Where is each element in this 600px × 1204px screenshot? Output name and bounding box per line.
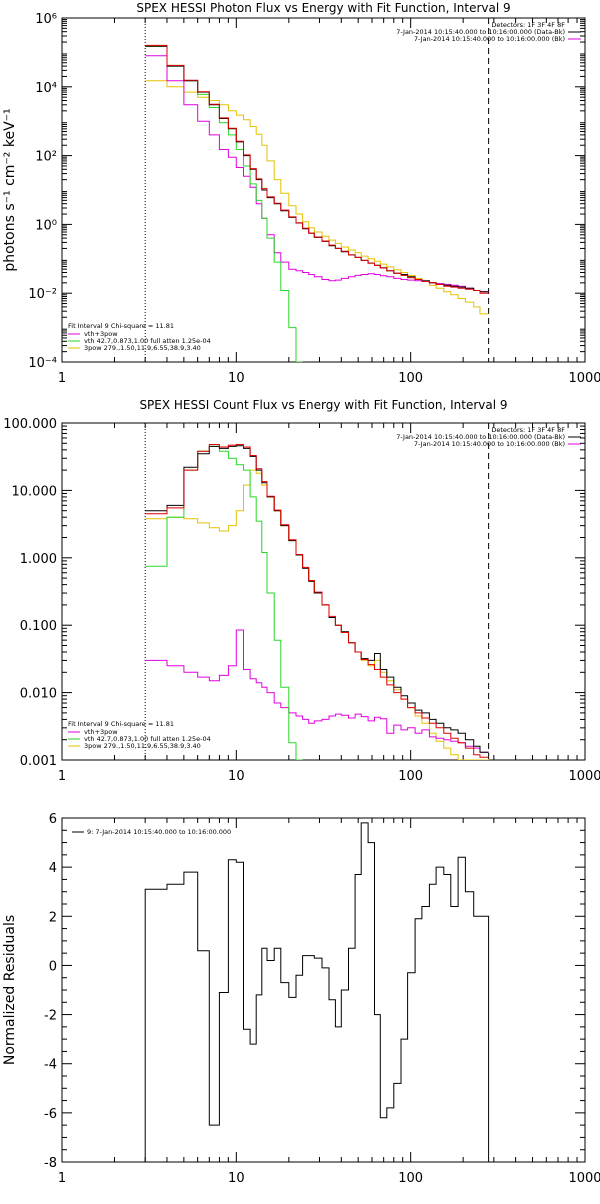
legend-fit-header: Fit Interval 9 Chi-square = 11.81 bbox=[68, 322, 174, 330]
y-tick-label: 0.001 bbox=[20, 754, 57, 769]
x-tick-label: 1000 bbox=[568, 769, 600, 784]
x-tick-label: 100 bbox=[398, 371, 423, 386]
x-tick-label: 100 bbox=[398, 769, 423, 784]
y-axis-label: photons s⁻¹ cm⁻² keV⁻¹ bbox=[2, 108, 18, 271]
y-tick-label: 10⁻² bbox=[28, 287, 57, 302]
series-yellow bbox=[145, 469, 489, 760]
x-tick-label: 1000 bbox=[568, 371, 600, 386]
plot-frame bbox=[61, 817, 586, 1163]
y-tick-label: 1.000 bbox=[20, 552, 57, 567]
series-magenta bbox=[145, 55, 489, 293]
x-tick-label: 100 bbox=[398, 1171, 423, 1186]
x-tick-label: 1 bbox=[58, 1171, 66, 1186]
x-tick-label: 10 bbox=[228, 371, 245, 386]
y-tick-label: 6 bbox=[49, 812, 57, 827]
legend-fit-entry: vth+3pow bbox=[84, 330, 118, 338]
legend-fit-header: Fit Interval 9 Chi-square = 11.81 bbox=[68, 720, 174, 728]
y-tick-label: 0 bbox=[49, 959, 57, 974]
y-tick-label: 4 bbox=[49, 861, 57, 876]
y-tick-label: 10² bbox=[35, 150, 57, 165]
y-tick-label: -8 bbox=[44, 1156, 57, 1171]
legend-fit-entry: vth 42.7,0.873,1.00 full atten 1.25e-04 bbox=[84, 735, 211, 743]
y-tick-label: -2 bbox=[44, 1009, 57, 1024]
legend-top-right-text: Detectors: 1F 3F 4F 8F bbox=[491, 21, 565, 29]
legend-top-right-text: 7-Jan-2014 10:15:40.000 to 10:16:00.000 … bbox=[396, 433, 565, 441]
series-red bbox=[145, 444, 489, 758]
x-tick-label: 1 bbox=[58, 769, 66, 784]
y-tick-label: 0.100 bbox=[20, 619, 57, 634]
x-tick-label: 10 bbox=[228, 1171, 245, 1186]
legend-top-right-text: Detectors: 1F 3F 4F 8F bbox=[491, 426, 565, 434]
legend-fit-entry: 3pow 279.,1.50,11.9,6.55,38.9,3.40 bbox=[84, 344, 201, 352]
series-magenta bbox=[145, 629, 489, 753]
plot-frame bbox=[61, 17, 586, 363]
y-tick-label: 10.000 bbox=[12, 484, 58, 499]
series-black bbox=[145, 445, 489, 753]
chart-title: SPEX HESSI Count Flux vs Energy with Fit… bbox=[139, 398, 507, 412]
chart-panel-2: SPEX HESSI Count Flux vs Energy with Fit… bbox=[3, 398, 600, 784]
y-tick-label: 100.000 bbox=[3, 417, 57, 432]
y-axis-label: Normalized Residuals bbox=[2, 915, 18, 1065]
legend-fit-entry: vth 42.7,0.873,1.00 full atten 1.25e-04 bbox=[84, 337, 211, 345]
series-black bbox=[145, 45, 489, 293]
x-tick-label: 1 bbox=[58, 371, 66, 386]
legend-residual-entry: 9: 7-Jan-2014 10:15:40.000 to 10:16:00.0… bbox=[87, 828, 231, 836]
legend-fit-entry: 3pow 279.,1.50,11.9,6.55,38.9,3.40 bbox=[84, 742, 201, 750]
y-tick-label: 0.010 bbox=[20, 687, 57, 702]
y-tick-label: 10⁰ bbox=[35, 218, 57, 233]
y-tick-label: -4 bbox=[44, 1058, 57, 1073]
y-tick-label: 10⁻⁴ bbox=[28, 356, 57, 371]
x-tick-label: 1000 bbox=[568, 1171, 600, 1186]
series-green bbox=[145, 445, 303, 760]
y-tick-label: 10⁴ bbox=[35, 81, 57, 96]
series-yellow bbox=[145, 80, 489, 315]
y-tick-label: 2 bbox=[49, 910, 57, 925]
series-red bbox=[145, 44, 489, 294]
legend-top-right-text: 7-Jan-2014 10:15:40.000 to 10:16:00.000 … bbox=[414, 440, 565, 448]
chart-panel-1: SPEX HESSI Photon Flux vs Energy with Fi… bbox=[2, 1, 600, 386]
plot-frame bbox=[61, 422, 586, 761]
y-tick-label: 10⁶ bbox=[35, 12, 57, 27]
legend-fit-entry: vth+3pow bbox=[84, 728, 118, 736]
legend-top-right-text: 7-Jan-2014 10:15:40.000 to 10:16:00.000 … bbox=[414, 35, 565, 43]
legend-top-right-text: 7-Jan-2014 10:15:40.000 to 10:16:00.000 … bbox=[396, 28, 565, 36]
series-black bbox=[144, 822, 490, 1162]
chart-panel-3: 1 10 100 1000 -8 -6 -4 -2 0 2 4 6 Normalized Residua… bbox=[2, 812, 600, 1186]
x-tick-label: 10 bbox=[228, 769, 245, 784]
y-tick-label: -6 bbox=[44, 1107, 57, 1122]
chart-title: SPEX HESSI Photon Flux vs Energy with Fi… bbox=[136, 1, 510, 15]
